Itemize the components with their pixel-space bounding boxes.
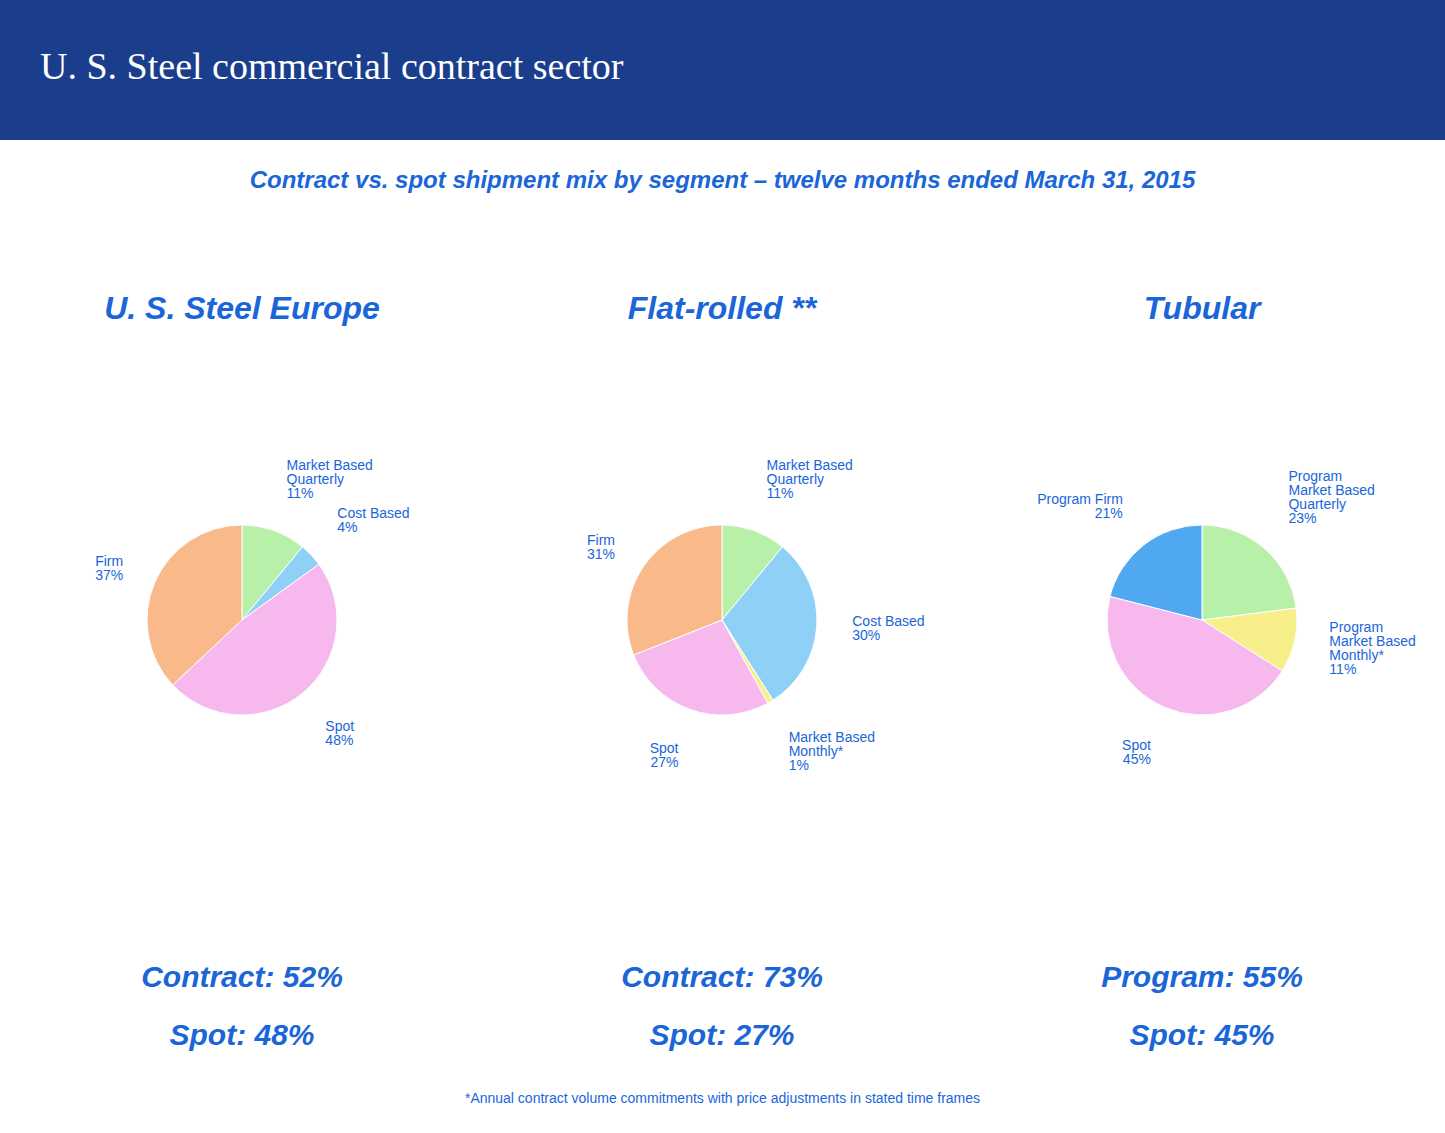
- svg-text:Market BasedQuarterly11%: Market BasedQuarterly11%: [287, 457, 373, 501]
- html-text:Tubular: Tubular: [1143, 290, 1261, 326]
- svg-text:Spot48%: Spot48%: [325, 718, 354, 748]
- svg-text:Cost Based4%: Cost Based4%: [337, 505, 409, 535]
- html-text:Spot: 45%: Spot: 45%: [1129, 1018, 1275, 1051]
- svg-text:ProgramMarket BasedQuarterly23: ProgramMarket BasedQuarterly23%: [1288, 468, 1374, 526]
- html-text:Contract: 52%: Contract: 52%: [141, 960, 343, 993]
- svg-text:ProgramMarket BasedMonthly*11%: ProgramMarket BasedMonthly*11%: [1329, 619, 1415, 677]
- svg-text:Market BasedMonthly*1%: Market BasedMonthly*1%: [789, 729, 875, 773]
- svg-text:Spot45%: Spot45%: [1122, 737, 1151, 767]
- svg-text:Spot27%: Spot27%: [650, 740, 679, 770]
- html-text:U. S. Steel Europe: U. S. Steel Europe: [104, 290, 380, 326]
- html-text:Contract vs. spot shipment mix: Contract vs. spot shipment mix by segmen…: [249, 166, 1196, 193]
- html-text:Contract: 73%: Contract: 73%: [621, 960, 823, 993]
- html-text:Flat-rolled **: Flat-rolled **: [627, 290, 817, 326]
- html-text:Program: 55%: Program: 55%: [1101, 960, 1303, 993]
- svg-text:Market BasedQuarterly11%: Market BasedQuarterly11%: [767, 457, 853, 501]
- svg-text:Program Firm21%: Program Firm21%: [1037, 491, 1123, 521]
- svg-text:Firm37%: Firm37%: [95, 553, 123, 583]
- html-text:*Annual contract volume commit: *Annual contract volume commitments with…: [464, 1090, 980, 1106]
- svg-text:Firm31%: Firm31%: [587, 532, 615, 562]
- html-text:Spot: 27%: Spot: 27%: [649, 1018, 795, 1051]
- svg-text:Cost Based30%: Cost Based30%: [852, 613, 924, 643]
- html-text:U. S. Steel commercial contrac: U. S. Steel commercial contract sector: [40, 45, 624, 87]
- html-text:Spot: 48%: Spot: 48%: [169, 1018, 315, 1051]
